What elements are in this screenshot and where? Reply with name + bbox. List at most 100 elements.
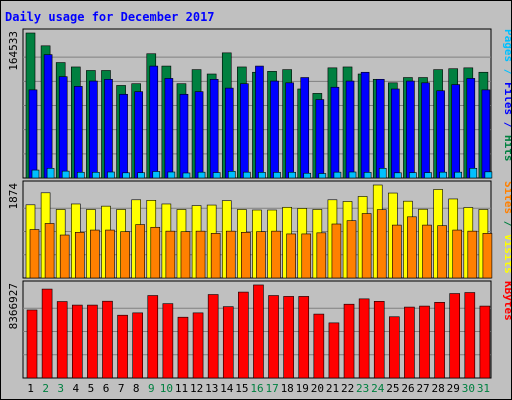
panel-requests: 164533 Pages / Files / Hits	[7, 28, 511, 179]
bar-pages-day-15	[243, 171, 251, 179]
bar-sites-day-18	[286, 233, 296, 279]
panel-volume: 8366927 KBytes	[7, 280, 511, 379]
bar-files-day-13	[209, 78, 219, 179]
bar-kbytes-day-1	[26, 309, 38, 379]
bar-sites-day-15	[241, 231, 251, 279]
chart-title: Daily usage for December 2017	[5, 10, 215, 24]
bar-pages-day-31	[484, 171, 493, 179]
panel-max-label: 8366927	[7, 283, 20, 329]
bar-files-day-26	[406, 80, 415, 179]
bar-pages-day-24	[378, 168, 387, 179]
bar-sites-day-20	[316, 232, 327, 279]
day-label-29: 29	[447, 382, 460, 395]
bar-files-day-22	[345, 80, 355, 179]
bar-sites-day-11	[180, 231, 191, 279]
bar-sites-day-6	[105, 229, 115, 279]
bar-files-day-16	[255, 65, 264, 179]
bar-files-day-8	[134, 91, 143, 179]
bar-kbytes-day-21	[328, 322, 340, 379]
bar-kbytes-day-2	[41, 288, 53, 379]
bar-sites-day-22	[346, 220, 357, 279]
bar-sites-day-30	[467, 230, 478, 279]
panel-legend: Sites / Visits	[502, 181, 511, 274]
bar-files-day-31	[481, 89, 491, 179]
bar-pages-day-27	[424, 172, 432, 179]
day-label-2: 2	[42, 382, 49, 395]
bar-files-day-9	[149, 65, 159, 179]
bar-sites-day-31	[482, 233, 493, 279]
bar-sites-day-10	[165, 230, 176, 279]
day-label-26: 26	[401, 382, 414, 395]
bar-kbytes-day-22	[343, 303, 355, 379]
bar-pages-day-9	[152, 171, 161, 179]
day-label-24: 24	[371, 382, 385, 395]
bar-kbytes-day-26	[404, 306, 415, 379]
bar-kbytes-day-11	[177, 316, 189, 379]
bar-kbytes-day-30	[464, 292, 476, 379]
bar-pages-day-13	[212, 172, 221, 179]
legend-entry: Pages /	[502, 29, 511, 76]
day-label-12: 12	[190, 382, 203, 395]
bar-pages-day-2	[46, 168, 55, 179]
bar-kbytes-day-9	[147, 295, 159, 379]
bar-pages-day-6	[107, 171, 115, 179]
bar-files-day-25	[391, 88, 400, 179]
panel-max-label: 1874	[7, 183, 20, 210]
bar-kbytes-day-18	[283, 296, 294, 379]
bar-files-day-21	[330, 86, 340, 179]
day-label-21: 21	[326, 382, 339, 395]
bar-kbytes-day-12	[192, 312, 204, 379]
bar-files-day-10	[164, 78, 174, 179]
day-label-22: 22	[341, 382, 354, 395]
day-label-16: 16	[250, 382, 263, 395]
bar-kbytes-day-29	[449, 293, 461, 379]
bar-pages-day-23	[363, 172, 372, 179]
bar-sites-day-2	[44, 223, 55, 279]
bar-sites-day-21	[331, 223, 342, 279]
day-label-10: 10	[160, 382, 173, 395]
day-labels: 1 2 3 4 5 6 7 8 9 10 11 12 13 14 15 16 17 18 19 20 21 22 23 24 2…	[27, 382, 490, 395]
bar-pages-day-30	[469, 168, 478, 179]
bar-files-day-15	[240, 83, 249, 179]
bar-kbytes-day-10	[162, 303, 174, 379]
legend-entry: /	[502, 214, 511, 228]
bar-sites-day-4	[74, 231, 85, 279]
bar-pages-day-21	[333, 171, 342, 179]
bar-pages-day-19	[303, 172, 312, 179]
bar-kbytes-day-13	[207, 294, 219, 379]
bar-sites-day-9	[150, 226, 161, 279]
day-label-17: 17	[265, 382, 278, 395]
bar-files-day-30	[466, 78, 476, 179]
bar-kbytes-day-19	[298, 296, 310, 379]
day-label-4: 4	[73, 382, 80, 395]
bar-files-day-18	[285, 82, 294, 179]
bar-files-day-20	[315, 99, 325, 179]
bar-sites-day-14	[225, 230, 236, 279]
bar-kbytes-day-8	[132, 312, 143, 379]
bar-kbytes-day-7	[117, 314, 128, 379]
bar-files-day-11	[179, 93, 189, 179]
bar-sites-day-13	[210, 233, 221, 279]
bar-pages-day-28	[439, 171, 447, 179]
bar-pages-day-7	[122, 172, 130, 179]
day-label-30: 30	[462, 382, 475, 395]
bar-files-day-2	[43, 54, 53, 179]
day-label-5: 5	[88, 382, 95, 395]
day-label-25: 25	[386, 382, 399, 395]
legend-entry: KBytes	[502, 281, 511, 321]
bar-files-day-23	[360, 71, 370, 179]
bar-pages-day-17	[273, 172, 281, 179]
bar-pages-day-16	[258, 172, 266, 179]
bar-files-day-27	[421, 82, 430, 179]
bar-kbytes-day-17	[268, 295, 279, 379]
bar-pages-day-5	[92, 171, 100, 179]
bar-kbytes-day-25	[389, 316, 400, 379]
day-label-9: 9	[148, 382, 155, 395]
bar-kbytes-day-15	[238, 291, 249, 379]
bar-files-day-4	[73, 86, 83, 179]
bar-kbytes-day-28	[434, 302, 445, 379]
bar-kbytes-day-4	[71, 304, 83, 379]
bar-pages-day-3	[61, 170, 70, 179]
bar-sites-day-16	[256, 231, 266, 279]
